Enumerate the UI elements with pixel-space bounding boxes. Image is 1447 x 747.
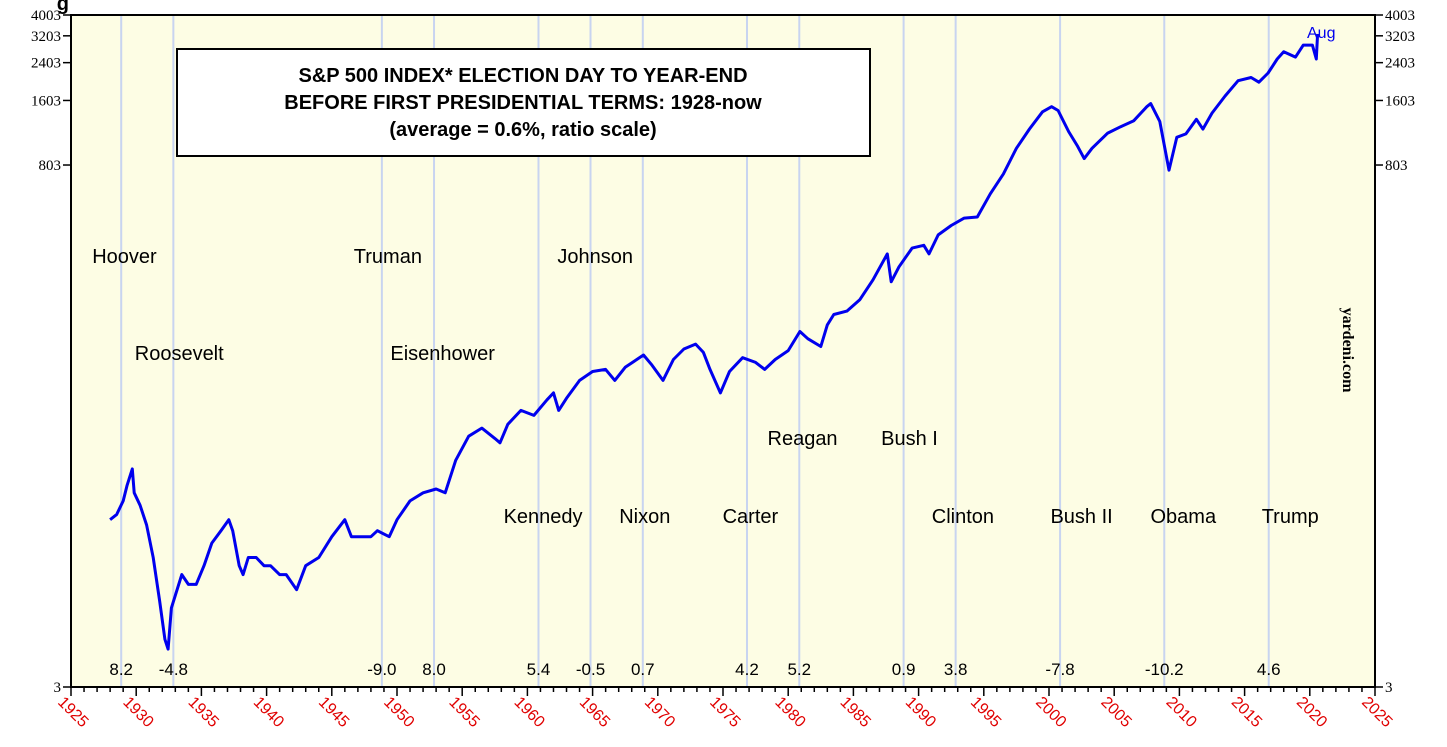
- x-tick-label: 2020: [1293, 694, 1330, 731]
- return-label: 3.8: [944, 660, 968, 679]
- y-tick-label-left: 4003: [31, 8, 61, 24]
- return-label: 0.7: [631, 660, 655, 679]
- title-line-2: BEFORE FIRST PRESIDENTIAL TERMS: 1928-no…: [284, 92, 762, 114]
- x-tick-label: 1980: [771, 694, 808, 731]
- return-labels: 8.2 -4.8 -9.0 8.0 5.4 -0.5 0.7 4.2 5.2 0.9 3.8 -7.8…: [109, 660, 1280, 679]
- president-label: Bush II: [1050, 506, 1112, 528]
- president-label: Hoover: [92, 246, 157, 268]
- x-tick-label: 1925: [54, 694, 91, 731]
- y-tick-label-right: 3: [1385, 680, 1393, 696]
- president-label: Johnson: [557, 246, 633, 268]
- president-label: Reagan: [768, 428, 838, 450]
- x-tick-label: 1985: [837, 694, 874, 731]
- return-label: 8.2: [109, 660, 133, 679]
- x-tick-label: 2000: [1032, 694, 1069, 731]
- source-label: yardeni.com: [1339, 308, 1356, 394]
- x-tick-label: 2015: [1228, 694, 1265, 731]
- y-axis-ticks: 3 3 803 803 1603 1603 2403 2403 3203 3203 4003 4003: [31, 8, 1415, 696]
- x-axis-ticks: 1925 1930 1935 1940 1945 1950 1955 1960 1965 1970…: [54, 687, 1395, 731]
- return-label: 4.2: [735, 660, 759, 679]
- x-tick-label: 1965: [576, 694, 613, 731]
- return-label: -4.8: [159, 660, 188, 679]
- president-label: Trump: [1262, 506, 1319, 528]
- y-tick-label-left: 3: [54, 680, 62, 696]
- return-label: 5.2: [787, 660, 811, 679]
- y-tick-label-right: 4003: [1385, 8, 1415, 24]
- return-label: -0.5: [576, 660, 605, 679]
- return-label: 5.4: [527, 660, 551, 679]
- return-label: -9.0: [367, 660, 396, 679]
- return-label: 4.6: [1257, 660, 1281, 679]
- president-label: Kennedy: [504, 506, 583, 528]
- x-tick-label: 1950: [380, 694, 417, 731]
- president-label: Eisenhower: [390, 343, 495, 365]
- president-label: Roosevelt: [135, 343, 224, 365]
- y-tick-label-left: 1603: [31, 93, 61, 109]
- y-tick-label-right: 803: [1385, 158, 1408, 174]
- x-tick-label: 2010: [1163, 694, 1200, 731]
- last-data-label: Aug: [1307, 25, 1335, 42]
- title-line-1: S&P 500 INDEX* ELECTION DAY TO YEAR-END: [298, 65, 747, 87]
- x-tick-label: 1945: [315, 694, 352, 731]
- x-tick-label: 2025: [1358, 694, 1395, 731]
- title-box: [176, 48, 871, 157]
- title-line-3: (average = 0.6%, ratio scale): [389, 119, 656, 141]
- x-tick-label: 2005: [1097, 694, 1134, 731]
- x-tick-label: 1960: [511, 694, 548, 731]
- sp500-series-line: [109, 33, 1320, 651]
- x-tick-label: 1930: [119, 694, 156, 731]
- president-label: Truman: [354, 246, 422, 268]
- x-tick-label: 1970: [641, 694, 678, 731]
- president-label: Obama: [1151, 506, 1217, 528]
- y-tick-label-left: 803: [39, 158, 62, 174]
- x-tick-label: 1995: [967, 694, 1004, 731]
- president-label: Carter: [723, 506, 779, 528]
- president-label: Bush I: [881, 428, 938, 450]
- x-tick-label: 1935: [185, 694, 222, 731]
- x-tick-label: 1940: [250, 694, 287, 731]
- x-tick-label: 1955: [445, 694, 482, 731]
- corner-label: g: [57, 0, 69, 15]
- president-label: Nixon: [619, 506, 670, 528]
- y-tick-label-right: 1603: [1385, 93, 1415, 109]
- president-labels: Hoover Roosevelt Truman Eisenhower Johnson Ke…: [92, 246, 1319, 528]
- return-label: 0.9: [892, 660, 916, 679]
- x-tick-label: 1975: [706, 694, 743, 731]
- return-label: -10.2: [1145, 660, 1184, 679]
- president-label: Clinton: [932, 506, 994, 528]
- plot-frame: [70, 14, 1376, 688]
- y-tick-label-left: 3203: [31, 29, 61, 45]
- x-tick-label: 1990: [902, 694, 939, 731]
- return-label: 8.0: [422, 660, 446, 679]
- return-label: -7.8: [1045, 660, 1074, 679]
- y-tick-label-left: 2403: [31, 56, 61, 72]
- y-tick-label-right: 3203: [1385, 29, 1415, 45]
- y-tick-label-right: 2403: [1385, 56, 1415, 72]
